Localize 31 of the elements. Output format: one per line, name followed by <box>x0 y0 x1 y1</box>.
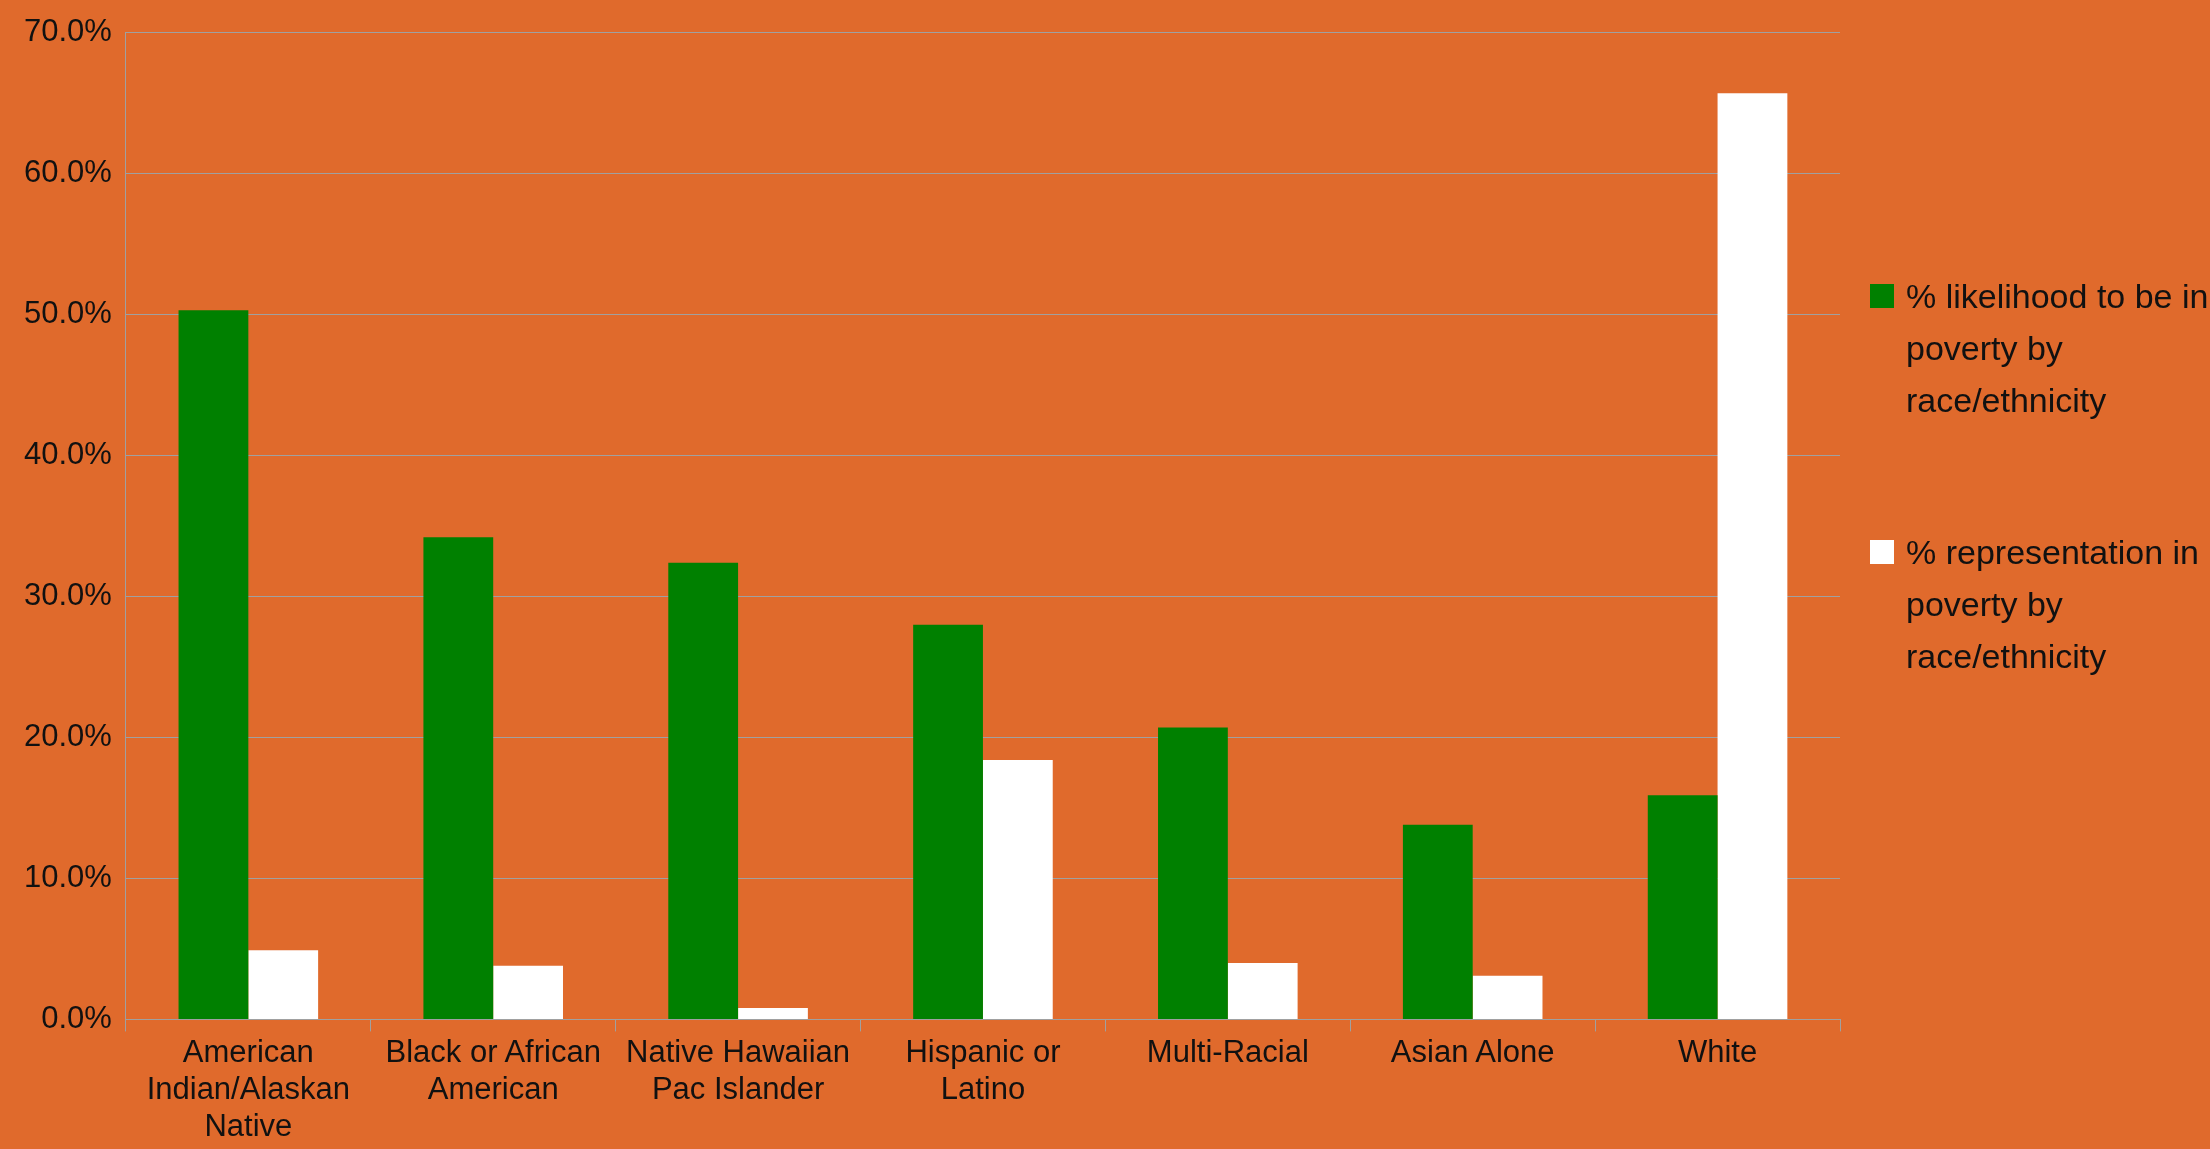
bar <box>738 1008 808 1019</box>
y-tick-label: 50.0% <box>23 295 112 331</box>
bar <box>1158 727 1228 1019</box>
bar <box>1647 795 1718 1019</box>
bar <box>668 562 739 1019</box>
y-tick-label: 70.0% <box>23 13 112 49</box>
bar <box>493 965 563 1019</box>
x-tick-label: Black or African American <box>385 1033 601 1106</box>
legend-label: % likelihood to be in poverty by race/ethnicity <box>1906 276 2210 421</box>
bar <box>1402 824 1473 1019</box>
bar <box>423 537 494 1019</box>
bar <box>248 950 319 1019</box>
x-tick-label: Hispanic or Latino <box>905 1033 1061 1106</box>
x-tick-label: Native Hawaiian Pac Islander <box>626 1033 851 1106</box>
x-tick-label: Multi-Racial <box>1146 1033 1309 1069</box>
legend-label: % representation in poverty by race/ethnicity <box>1906 532 2200 677</box>
bar <box>1472 975 1543 1019</box>
y-tick-label: 40.0% <box>23 436 112 472</box>
x-tick-label: White <box>1677 1033 1758 1069</box>
bar <box>913 624 983 1019</box>
y-tick-label: 30.0% <box>23 577 112 613</box>
x-tick-label: Asian Alone <box>1390 1033 1555 1069</box>
x-tick-label: American Indian/Alaskan Native <box>146 1033 351 1143</box>
bar <box>178 310 249 1019</box>
bar <box>1227 963 1298 1019</box>
y-tick-label: 0.0% <box>41 999 112 1035</box>
y-tick-label: 60.0% <box>23 154 112 190</box>
y-tick-label: 20.0% <box>23 718 112 753</box>
bar <box>982 760 1053 1019</box>
y-tick-label: 10.0% <box>23 858 112 894</box>
bar <box>1717 93 1788 1019</box>
